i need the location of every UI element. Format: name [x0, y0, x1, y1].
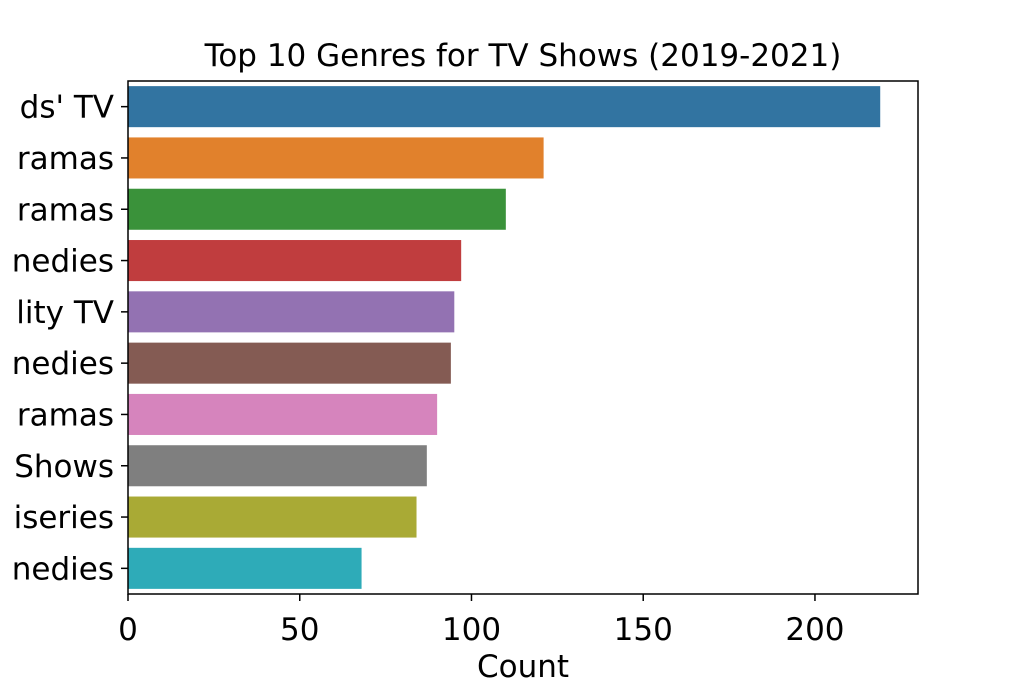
bar [128, 393, 438, 435]
bars-group [128, 86, 881, 589]
y-axis-ticks: ds' TV ramas ramas nedies lity TV nedies ramas… [12, 90, 128, 587]
y-tick-label: iseries [14, 500, 114, 536]
bar [128, 240, 462, 282]
bar [128, 547, 362, 589]
y-tick-label: ramas [17, 141, 114, 177]
bar [128, 86, 881, 128]
bar [128, 496, 417, 538]
x-axis-label: Count [477, 649, 569, 680]
y-tick-label: nedies [12, 244, 114, 280]
y-tick-label: nedies [12, 346, 114, 382]
plot-frame [127, 80, 919, 595]
bar [128, 137, 544, 179]
bar [128, 445, 427, 487]
x-tick-label: 200 [785, 612, 844, 648]
x-tick-label: 150 [614, 612, 673, 648]
y-tick-label: ramas [17, 397, 114, 433]
y-tick-label: ramas [17, 192, 114, 228]
bar [128, 188, 506, 230]
bar [128, 291, 455, 333]
y-tick-label: lity TV [16, 295, 114, 331]
chart-title: Top 10 Genres for TV Shows (2019-2021) [204, 38, 842, 74]
x-tick-label: 100 [442, 612, 501, 648]
x-tick-label: 0 [118, 612, 138, 648]
y-tick-label: nedies [12, 551, 114, 587]
x-axis-ticks: 0 50 100 150 200 [118, 594, 845, 648]
x-tick-label: 50 [280, 612, 319, 648]
y-tick-label: ds' TV [20, 90, 114, 126]
bar [128, 342, 451, 384]
y-tick-label: Shows [14, 449, 114, 485]
